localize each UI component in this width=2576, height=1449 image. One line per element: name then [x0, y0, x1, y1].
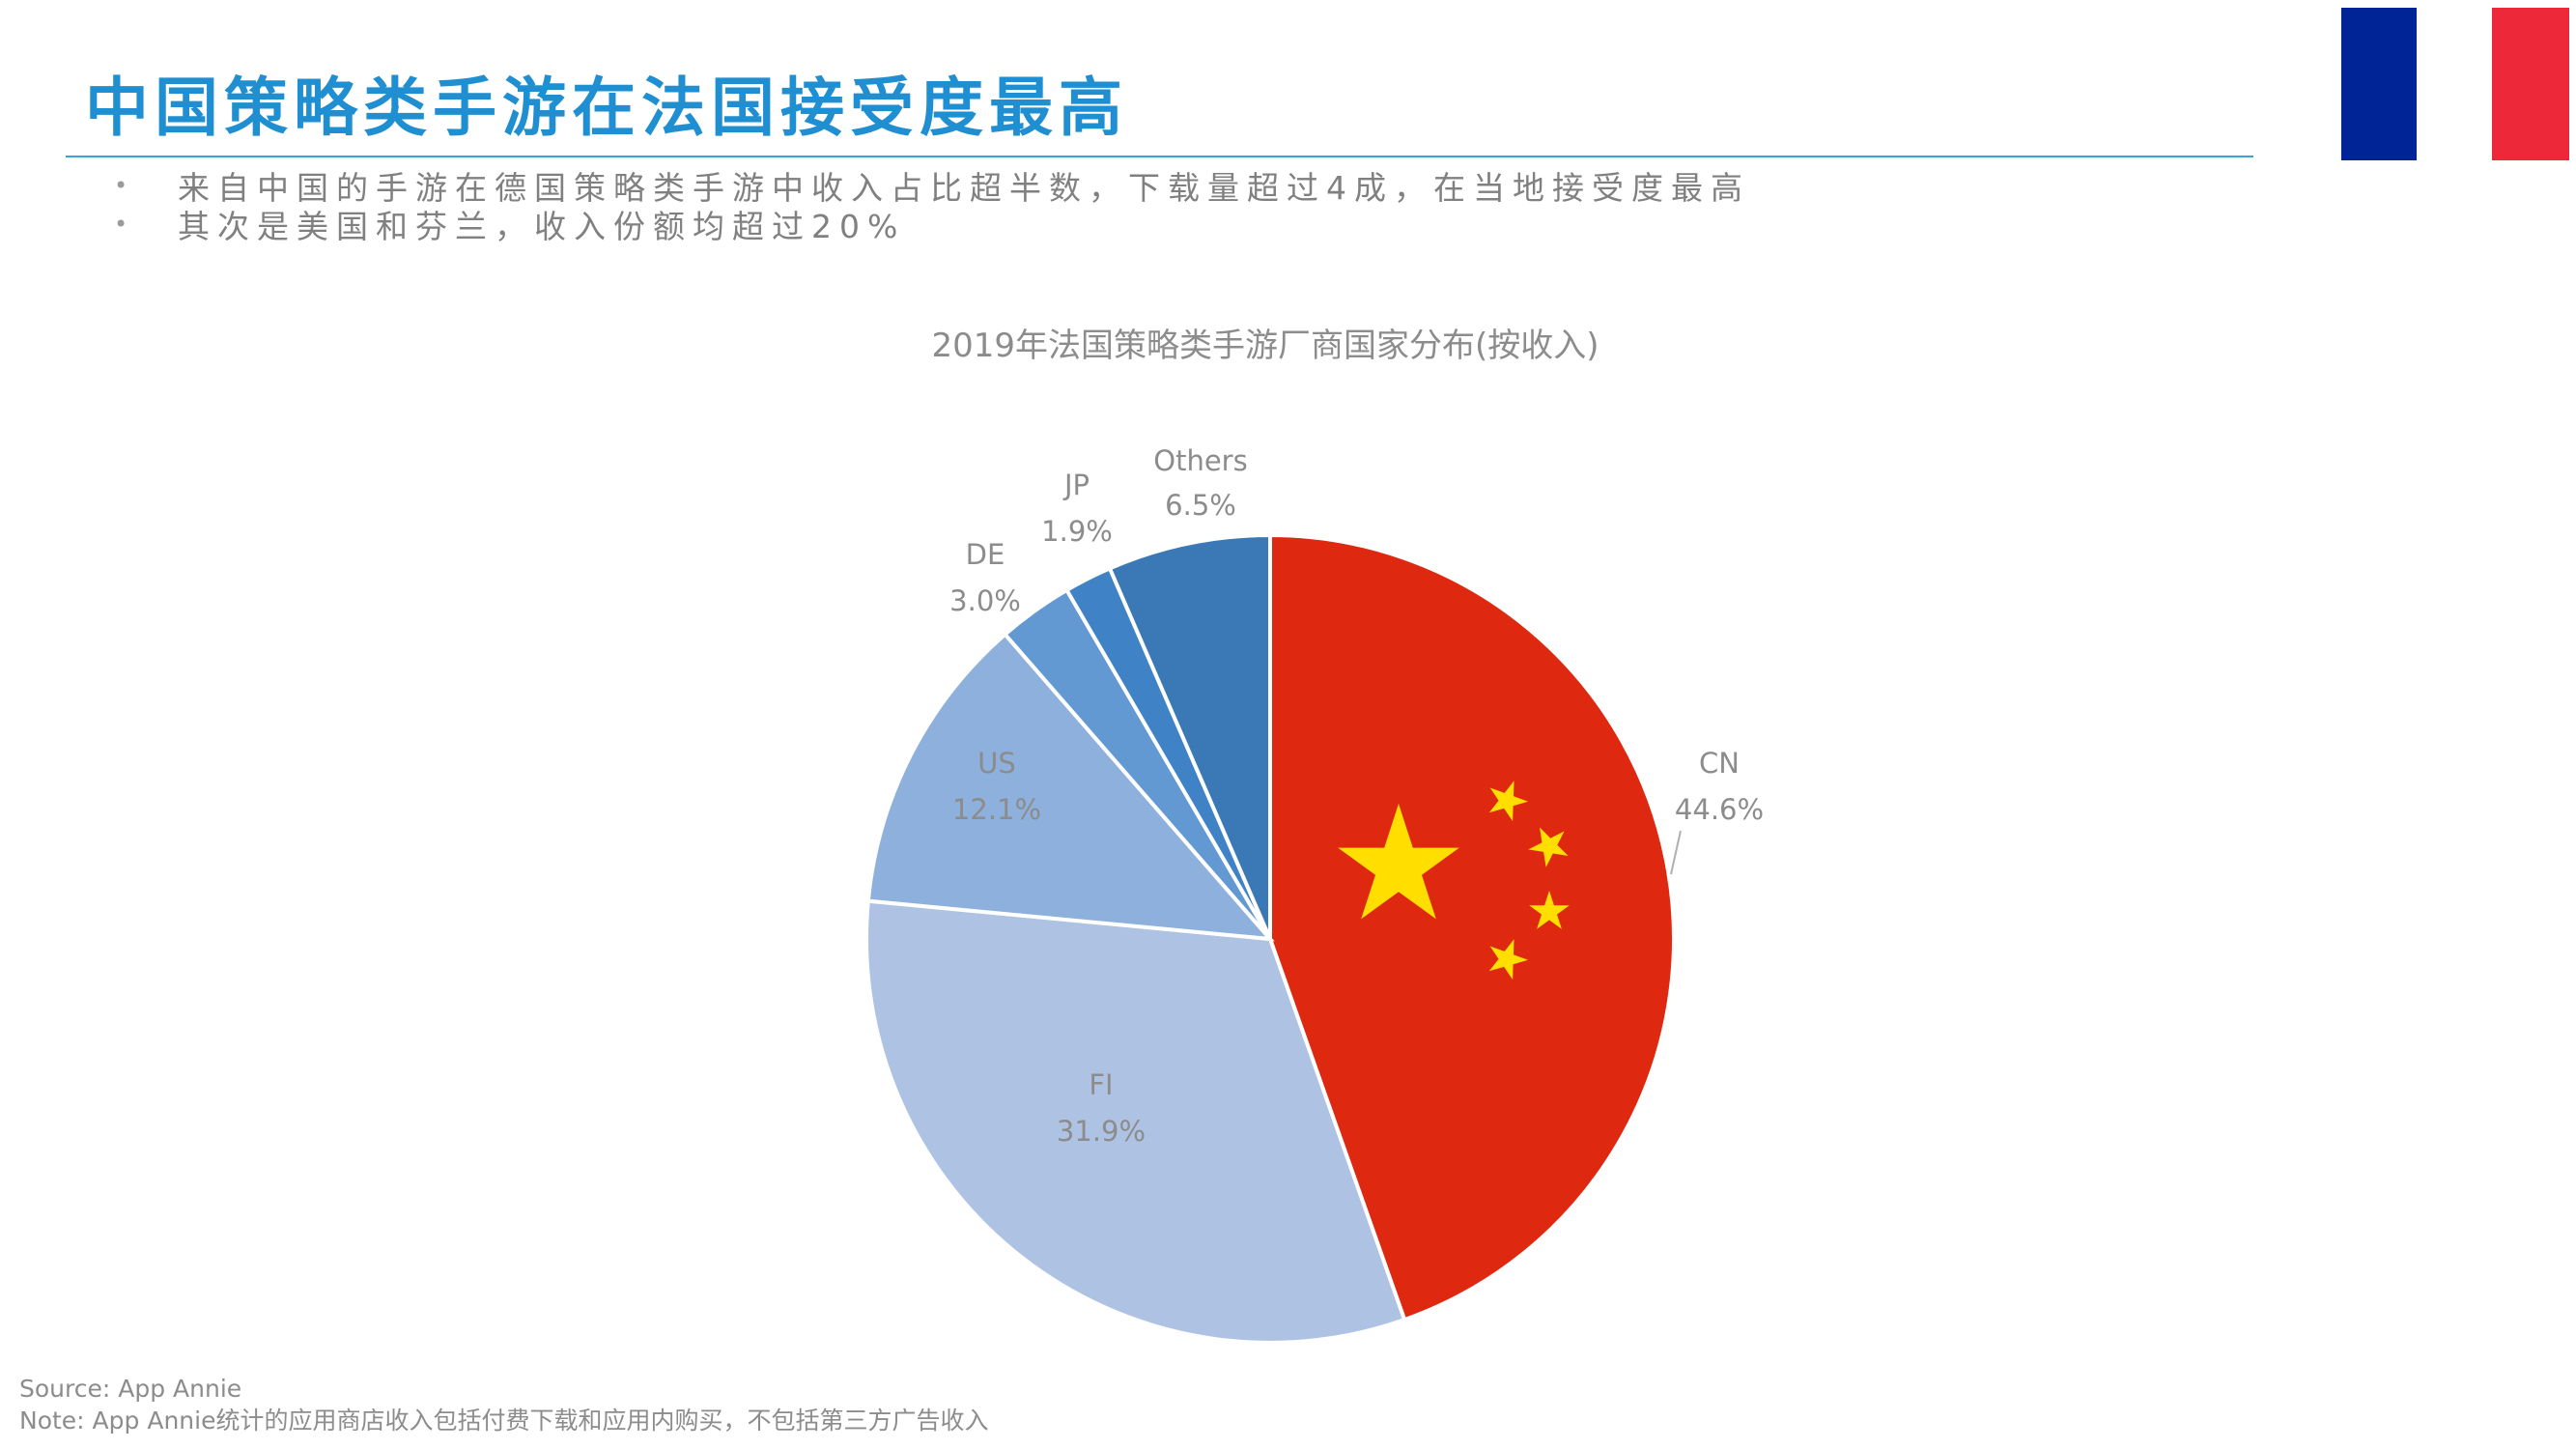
bullet-text: 其次是美国和芬兰，收入份额均超过20%: [178, 208, 906, 245]
flag-band-blue: [2341, 8, 2419, 160]
chart-title: 2019年法国策略类手游厂商国家分布(按收入): [931, 327, 1599, 365]
france-flag-icon: [2341, 8, 2569, 160]
pie-category-label: Others: [1153, 444, 1247, 477]
bullet-icon: •: [114, 172, 128, 199]
pie-value-label: 6.5%: [1165, 489, 1236, 522]
pie-category-label: DE: [966, 538, 1005, 571]
flag-band-white: [2417, 8, 2494, 160]
star-icon: [1488, 781, 1528, 822]
pie-value-label: 3.0%: [949, 584, 1021, 617]
star-icon: [1488, 939, 1528, 980]
bullet-icon: •: [114, 211, 128, 238]
pie-slice-cn: [1268, 532, 1676, 1322]
china-flag-stars-icon: [1338, 781, 1570, 980]
page-title: 中国策略类手游在法国接受度最高: [85, 71, 1128, 145]
pie-category-label: JP: [1062, 469, 1090, 501]
star-icon: [1338, 804, 1459, 920]
source-text: Source: App Annie: [19, 1375, 242, 1403]
bullet-list: • 来自中国的手游在德国策略类手游中收入占比超半数，下载量超过4成，在当地接受度…: [114, 166, 1750, 245]
pie-value-label: 1.9%: [1041, 515, 1113, 548]
pie-value-label: 44.6%: [1675, 793, 1764, 826]
bullet-item: • 来自中国的手游在德国策略类手游中收入占比超半数，下载量超过4成，在当地接受度…: [114, 166, 1750, 207]
bullet-text: 来自中国的手游在德国策略类手游中收入占比超半数，下载量超过4成，在当地接受度最高: [178, 169, 1750, 207]
pie-chart: CN 44.6% FI 31.9% US 12.1% DE 3.0% JP 1.9% Others 6…: [864, 444, 1764, 1345]
pie-value-label: 31.9%: [1057, 1115, 1146, 1148]
flag-band-red: [2492, 8, 2569, 160]
pie-value-label: 12.1%: [952, 793, 1041, 826]
title-divider: [66, 156, 2253, 157]
bullet-item: • 其次是美国和芬兰，收入份额均超过20%: [114, 205, 1750, 245]
pie-slice-others: [1107, 532, 1272, 940]
pie-category-label: FI: [1089, 1068, 1113, 1101]
pie-category-label: CN: [1699, 747, 1740, 780]
star-icon: [1529, 891, 1570, 929]
leader-line: [1670, 830, 1682, 875]
star-icon: [1528, 827, 1569, 867]
pie-slice-us: [865, 631, 1275, 942]
pie-category-label: US: [977, 747, 1016, 780]
pie-slice-fi: [864, 898, 1407, 1345]
note-text: Note: App Annie统计的应用商店收入包括付费下载和应用内购买，不包括…: [19, 1406, 989, 1435]
